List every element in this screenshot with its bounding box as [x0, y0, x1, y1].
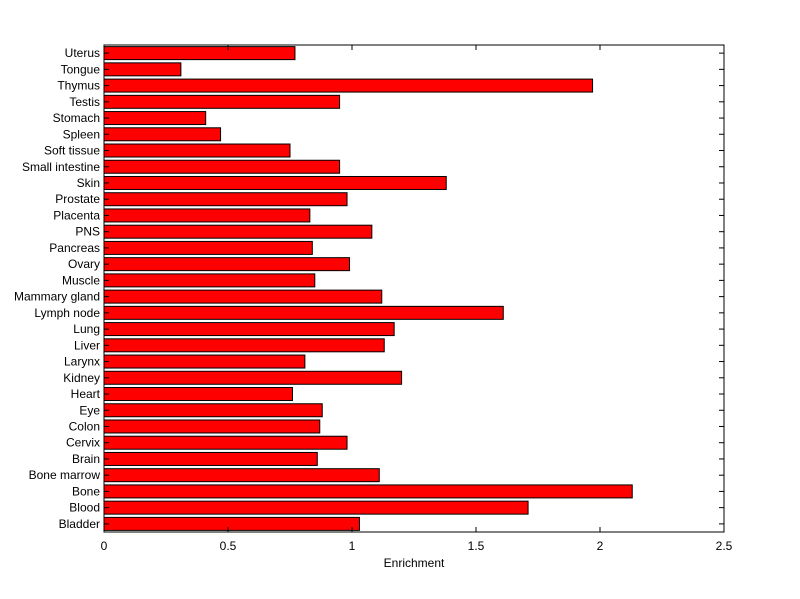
bar-lymph-node: [103, 305, 504, 320]
x-tick-label: 1: [349, 539, 356, 553]
y-tick-label: Prostate: [55, 192, 100, 206]
bar-blood: [103, 500, 529, 515]
x-axis-label: Enrichment: [384, 556, 445, 570]
y-tick-label: Lung: [73, 322, 100, 336]
y-tick-label: Liver: [74, 338, 100, 352]
bars: [103, 46, 633, 531]
y-tick-label: Blood: [69, 501, 100, 515]
bar-ovary: [103, 257, 351, 272]
bar-pns: [103, 224, 373, 239]
y-tick-label: Small intestine: [22, 160, 100, 174]
x-tick-label: 0.5: [220, 539, 237, 553]
bar-mammary-gland: [103, 289, 383, 304]
y-tick-label: Skin: [77, 176, 100, 190]
y-tick-label: Larynx: [64, 355, 100, 369]
bar-heart: [103, 387, 293, 402]
bar-thymus: [103, 78, 594, 93]
bar-cervix: [103, 435, 348, 450]
y-tick-label: Eye: [79, 403, 100, 417]
y-tick-label: Tongue: [61, 62, 101, 76]
bar-bone: [103, 484, 633, 499]
bar-uterus: [103, 46, 296, 61]
y-tick-label: Uterus: [65, 46, 100, 60]
bar-muscle: [103, 273, 316, 288]
bar-lung: [103, 322, 395, 337]
y-tick-label: Bone: [72, 484, 100, 498]
y-tick-label: Spleen: [63, 127, 100, 141]
y-tick-label: Bladder: [59, 517, 100, 531]
y-tick-label: Cervix: [66, 436, 100, 450]
y-tick-label: PNS: [75, 225, 100, 239]
y-tick-label: Pancreas: [49, 241, 100, 255]
x-tick-label: 2: [597, 539, 604, 553]
y-tick-label: Ovary: [68, 257, 100, 271]
bar-soft-tissue: [103, 143, 291, 158]
y-tick-label: Placenta: [53, 208, 100, 222]
bar-spleen: [103, 127, 222, 142]
x-tick-label: 0: [101, 539, 108, 553]
bar-kidney: [103, 370, 403, 385]
x-tick-label: 1.5: [468, 539, 485, 553]
bar-eye: [103, 403, 323, 418]
y-tick-label: Thymus: [57, 79, 100, 93]
bar-tongue: [103, 62, 182, 77]
bar-skin: [103, 175, 447, 190]
y-tick-label: Lymph node: [34, 306, 100, 320]
bar-small-intestine: [103, 159, 341, 174]
y-tick-labels: Bladder Blood Bone Bone marrow Brain Cervix Co…: [14, 46, 101, 531]
bar-placenta: [103, 208, 311, 223]
bar-bladder: [103, 516, 360, 531]
y-tick-label: Kidney: [63, 371, 100, 385]
bar-testis: [103, 94, 341, 109]
bar-prostate: [103, 192, 348, 207]
bar-stomach: [103, 111, 207, 126]
y-tick-label: Testis: [69, 95, 100, 109]
bar-bone-marrow: [103, 468, 380, 483]
bar-pancreas: [103, 240, 313, 255]
y-tick-label: Colon: [69, 419, 100, 433]
bar-brain: [103, 451, 318, 466]
bar-larynx: [103, 354, 306, 369]
bar-colon: [103, 419, 321, 434]
bar-liver: [103, 338, 385, 353]
y-tick-label: Soft tissue: [44, 144, 100, 158]
y-tick-label: Bone marrow: [29, 468, 101, 482]
y-tick-label: Stomach: [53, 111, 100, 125]
axes-frame: [103, 44, 725, 533]
y-tick-label: Brain: [72, 452, 100, 466]
y-tick-label: Mammary gland: [14, 290, 100, 304]
x-tick-label: 2.5: [716, 539, 733, 553]
ticks: [103, 45, 725, 532]
y-tick-label: Heart: [71, 387, 101, 401]
x-tick-labels: 0 0.5 1 1.5 2 2.5: [101, 539, 733, 553]
y-tick-label: Muscle: [62, 273, 100, 287]
